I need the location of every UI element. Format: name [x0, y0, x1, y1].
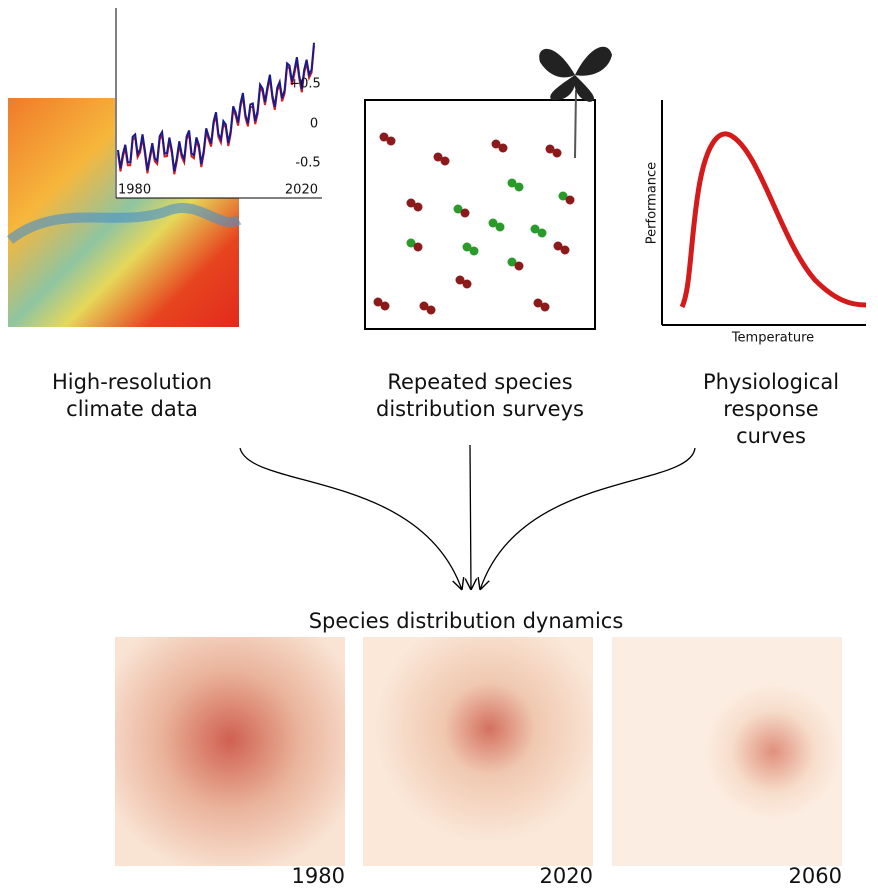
response-curve	[679, 131, 867, 309]
survey-dot	[453, 204, 463, 214]
inset-xtick: 1980	[118, 183, 151, 198]
survey-dot	[552, 148, 562, 158]
survey-dot	[406, 198, 416, 208]
map-year: 2020	[540, 864, 593, 887]
survey-dot	[537, 228, 547, 238]
panel-label: climate data	[66, 397, 198, 421]
inset-ytick: 0	[310, 117, 318, 132]
survey-dot	[413, 242, 423, 252]
survey-dot	[386, 136, 396, 146]
inset-xtick: 2020	[285, 183, 318, 198]
survey-plot	[364, 99, 596, 330]
survey-dot	[491, 139, 501, 149]
survey-dot	[373, 297, 383, 307]
distribution-map	[115, 637, 345, 866]
survey-dot	[540, 302, 550, 312]
survey-dot	[433, 152, 443, 162]
survey-dots	[373, 132, 575, 315]
arrow	[480, 447, 696, 590]
inset-ytick: +0.5	[289, 77, 321, 92]
survey-dot	[379, 132, 389, 142]
map-year: 1980	[292, 864, 345, 887]
panel-label: Repeated species	[387, 370, 572, 394]
panel-label: High-resolution	[52, 370, 212, 394]
map-ridge	[6, 203, 242, 244]
curve-x-label: Temperature	[731, 331, 814, 346]
survey-dot	[560, 245, 570, 255]
survey-dot	[498, 143, 508, 153]
survey-dot	[406, 238, 416, 248]
inset-ytick: -0.5	[295, 156, 320, 171]
arrow	[470, 444, 471, 590]
survey-dot	[413, 202, 423, 212]
output-title: Species distribution dynamics	[309, 609, 624, 633]
survey-dot	[462, 279, 472, 289]
survey-dot	[553, 241, 563, 251]
plant-icon	[539, 46, 612, 159]
survey-dot	[455, 275, 465, 285]
panel-label: response	[723, 397, 818, 421]
survey-dot	[460, 208, 470, 218]
survey-dot	[419, 301, 429, 311]
survey-dot	[495, 222, 505, 232]
survey-dot	[530, 224, 540, 234]
survey-dot	[565, 195, 575, 205]
curve-y-label: Performance	[645, 162, 660, 244]
survey-dot	[507, 178, 517, 188]
survey-dot	[514, 261, 524, 271]
survey-dot	[426, 305, 436, 315]
survey-dot	[380, 301, 390, 311]
survey-dot	[469, 246, 479, 256]
survey-dot	[488, 218, 498, 228]
survey-dot	[533, 298, 543, 308]
panel-label: curves	[736, 424, 806, 448]
panel-label: Physiological	[703, 370, 839, 394]
distribution-map	[363, 637, 593, 866]
panel-label: distribution surveys	[376, 397, 584, 421]
distribution-map	[612, 637, 842, 866]
survey-dot	[507, 257, 517, 267]
temperature-line	[117, 42, 315, 175]
survey-dot	[514, 182, 524, 192]
survey-dot	[558, 191, 568, 201]
series-blue	[117, 42, 315, 172]
map-year: 2060	[789, 864, 842, 887]
survey-dot	[545, 144, 555, 154]
arrow	[239, 447, 462, 590]
survey-dot	[462, 242, 472, 252]
survey-dot	[440, 156, 450, 166]
